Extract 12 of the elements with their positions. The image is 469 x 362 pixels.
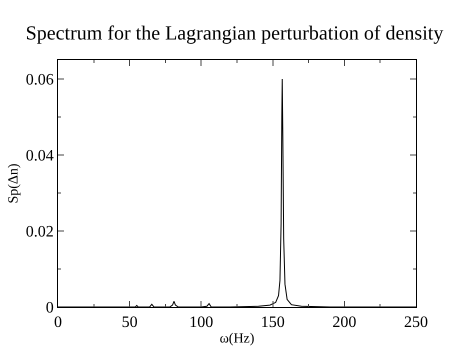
x-axis-title: ω(Hz) [220, 332, 255, 346]
y-tick-label: 0.06 [26, 72, 54, 89]
y-tick-label: 0.02 [26, 224, 54, 241]
y-tick-label: 0.04 [26, 148, 54, 165]
x-tick-label: 150 [260, 314, 285, 332]
chart-title: Spectrum for the Lagrangian perturbation of density [26, 22, 444, 44]
x-tick-label: 100 [189, 314, 214, 332]
y-tick-label: 0 [46, 300, 54, 317]
x-tick-label: 250 [404, 314, 428, 332]
x-tick-label: 50 [122, 314, 138, 332]
x-tick-label: 200 [332, 314, 356, 332]
y-axis-title: Sp(Δn) [6, 163, 22, 204]
